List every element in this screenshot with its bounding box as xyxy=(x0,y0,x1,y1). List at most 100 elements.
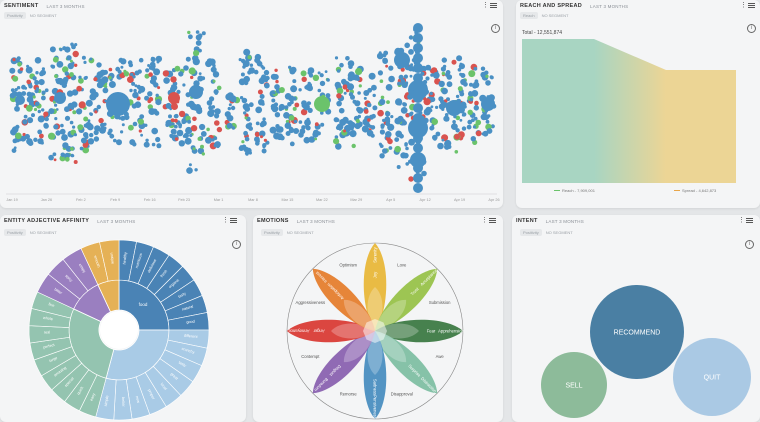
sentiment-bubble xyxy=(260,120,267,127)
sentiment-bubble xyxy=(257,89,263,95)
sentiment-bubble xyxy=(107,131,112,136)
sentiment-bubble xyxy=(155,136,161,143)
sentiment-bubble xyxy=(382,118,386,123)
sentiment-bubble xyxy=(170,76,177,83)
sentiment-bubble xyxy=(206,127,210,132)
sentiment-bubble xyxy=(64,46,71,53)
sentiment-timeframe[interactable]: LAST 3 MONTHS xyxy=(46,3,85,9)
emotions-timeframe[interactable]: LAST 3 MONTHS xyxy=(296,218,336,224)
sentiment-bubble xyxy=(192,58,200,66)
entity-segment-label[interactable]: NO SEGMENT xyxy=(29,230,57,235)
sentiment-bubble xyxy=(240,72,245,77)
reach-chip[interactable]: Reach xyxy=(520,12,538,19)
hamburger-menu-icon[interactable] xyxy=(230,218,237,223)
sentiment-bubble xyxy=(388,65,394,71)
sentiment-bubble xyxy=(474,100,479,106)
info-icon[interactable]: i xyxy=(747,24,756,33)
sentiment-bubble xyxy=(108,67,113,72)
sentiment-bubble xyxy=(259,94,265,99)
info-icon[interactable]: i xyxy=(745,240,754,249)
sentiment-bubble xyxy=(72,125,76,129)
info-icon[interactable]: i xyxy=(491,24,500,33)
info-icon[interactable]: i xyxy=(232,240,241,249)
sentiment-bubble xyxy=(298,88,302,92)
sentiment-bubble xyxy=(145,68,150,73)
emotions-segment-label[interactable]: NO SEGMENT xyxy=(286,230,314,235)
sunburst-outer-label: easy xyxy=(90,393,97,402)
sentiment-bubble xyxy=(349,124,354,129)
sunburst-inner-label: food xyxy=(139,302,148,307)
sentiment-bubble xyxy=(182,83,186,87)
sunburst-outer-label: crispy xyxy=(78,263,87,274)
reach-segment: Reach NO SEGMENT xyxy=(520,12,568,19)
intent-timeframe[interactable]: LAST 3 MONTHS xyxy=(545,218,584,224)
sentiment-bubble xyxy=(284,122,292,129)
reach-legend-item[interactable]: Reach - 7,909,001 xyxy=(554,188,595,193)
sentiment-bubble xyxy=(430,105,434,109)
sentiment-bubble xyxy=(10,128,17,136)
sentiment-bubble xyxy=(162,70,170,77)
sentiment-bubble xyxy=(484,70,489,75)
sentiment-bubble xyxy=(35,87,40,91)
emotion-petal-shape xyxy=(363,243,387,331)
emotions-title: EMOTIONS xyxy=(257,218,289,224)
sentiment-bubble xyxy=(40,69,46,76)
sentiment-bubble xyxy=(73,160,78,164)
reach-segment-label[interactable]: NO SEGMENT xyxy=(541,13,569,18)
sentiment-bubble xyxy=(144,123,148,128)
sentiment-bubble xyxy=(189,133,193,138)
sentiment-bubble xyxy=(93,136,100,142)
emotions-chip[interactable]: Positivity xyxy=(261,229,283,236)
emotion-petal-label: Fear xyxy=(427,329,436,334)
sentiment-bubble xyxy=(385,84,393,91)
sentiment-bubble xyxy=(317,71,321,75)
sentiment-bubble xyxy=(55,77,63,85)
reach-timeframe[interactable]: LAST 3 MONTHS xyxy=(590,3,629,9)
sentiment-bubble xyxy=(285,131,291,136)
sentiment-bubble xyxy=(397,101,402,106)
more-options-icon[interactable]: ⋮ xyxy=(482,2,489,9)
sentiment-bubble xyxy=(24,133,30,140)
hamburger-menu-icon[interactable] xyxy=(489,218,496,223)
sentiment-bubble xyxy=(28,84,33,89)
emotion-petal-shape xyxy=(287,319,375,343)
sentiment-bubble xyxy=(243,48,251,56)
intent-bubble-label: QUIT xyxy=(704,375,721,382)
sentiment-bubble xyxy=(71,89,79,96)
emotion-ring-label: Submission xyxy=(429,300,451,305)
sentiment-bubble xyxy=(37,115,45,123)
sentiment-bubble xyxy=(67,62,75,70)
intent-bubble-sell xyxy=(541,352,607,418)
sentiment-bubble xyxy=(264,82,270,89)
more-options-icon[interactable]: ⋮ xyxy=(740,2,747,9)
entity-chip[interactable]: Positivity xyxy=(4,229,26,236)
hamburger-menu-icon[interactable] xyxy=(748,3,755,8)
sentiment-bubble xyxy=(200,131,207,137)
more-options-icon[interactable]: ⋮ xyxy=(738,217,745,224)
sentiment-bubble xyxy=(106,92,130,116)
sentiment-bubble xyxy=(133,88,137,93)
spread-legend-item[interactable]: Spread - 4,642,873 xyxy=(674,188,716,193)
spread-bar xyxy=(666,70,736,183)
sentiment-segment-label[interactable]: NO SEGMENT xyxy=(29,13,57,18)
more-options-icon[interactable]: ⋮ xyxy=(222,217,229,224)
sentiment-bubble xyxy=(193,80,200,87)
sentiment-bubble xyxy=(228,103,232,107)
sentiment-bubble xyxy=(12,75,19,82)
hamburger-menu-icon[interactable] xyxy=(490,3,497,8)
sentiment-bubble xyxy=(347,60,355,67)
more-options-icon[interactable]: ⋮ xyxy=(481,217,488,224)
sentiment-chip[interactable]: Positivity xyxy=(4,12,26,19)
hamburger-menu-icon[interactable] xyxy=(746,218,753,223)
sentiment-bubble xyxy=(60,152,66,158)
emotion-petal-shape xyxy=(375,331,438,394)
intent-chip[interactable]: Positivity xyxy=(520,229,542,236)
sentiment-bubble xyxy=(423,98,431,106)
sentiment-bubble xyxy=(292,106,297,111)
sentiment-bubble xyxy=(66,55,72,61)
intent-segment-label[interactable]: NO SEGMENT xyxy=(545,230,573,235)
sentiment-bubble xyxy=(437,142,444,150)
sentiment-bubble xyxy=(214,120,220,126)
sentiment-bubble xyxy=(349,130,357,138)
entity-timeframe[interactable]: LAST 3 MONTHS xyxy=(97,218,136,224)
